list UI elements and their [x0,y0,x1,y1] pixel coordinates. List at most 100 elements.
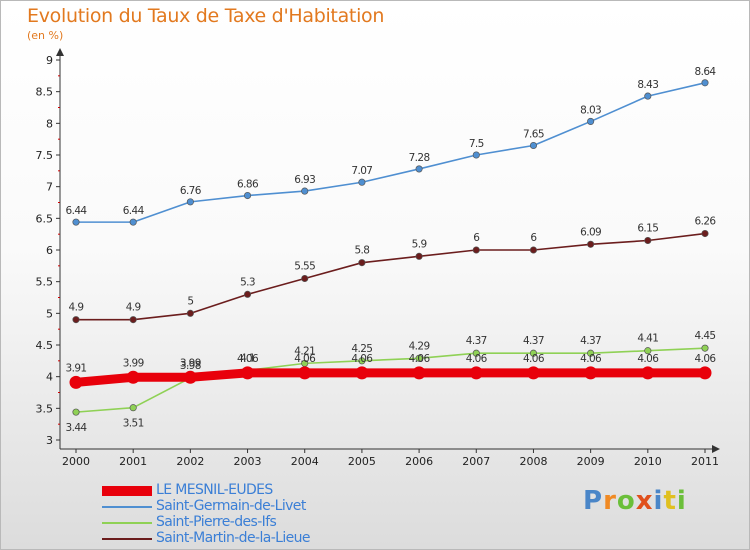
data-point [72,218,80,226]
data-point [183,370,197,384]
data-label: 4.9 [69,302,84,314]
data-point [72,316,80,324]
data-label: 6.93 [294,174,315,186]
data-label: 4.37 [466,335,487,347]
data-label: 6.15 [637,223,658,235]
data-point [129,218,137,226]
data-point [472,151,480,159]
data-point [358,259,366,267]
series-line-1 [75,82,706,223]
data-label: 4.06 [409,353,431,365]
legend-label: Saint-Pierre-des-Ifs [156,514,277,530]
y-tick-label: 6.5 [36,212,54,225]
data-point [644,236,652,245]
brand-letter: r [603,486,617,516]
data-point [701,229,709,238]
data-label: 3.99 [180,357,201,369]
data-point [129,316,137,324]
legend-swatch [102,538,152,540]
x-tick-label: 2004 [291,455,319,468]
brand-letter: o [616,486,636,516]
data-label: 7.07 [351,165,372,177]
legend-label: Saint-Germain-de-Livet [156,498,306,514]
data-point [644,92,652,100]
y-tick-label: 3 [46,434,53,447]
data-label: 4.25 [351,343,372,355]
data-label: 7.65 [523,129,544,141]
data-point [472,246,480,254]
data-label: 5.55 [294,261,315,273]
y-axis-arrow [56,48,64,56]
data-point [587,240,595,248]
y-tick-label: 7.5 [36,149,54,162]
data-label: 5.8 [354,245,369,257]
legend-swatch [102,522,152,524]
data-label: 6 [530,232,537,244]
data-point [698,366,712,380]
x-tick-label: 2001 [119,455,147,468]
data-label: 4.06 [237,353,259,365]
y-tick-label: 6 [46,244,53,257]
data-point [126,370,140,384]
data-point [529,349,538,357]
brand-letter: i [653,486,664,516]
data-label: 4.06 [351,353,373,365]
data-label: 3.98 [180,360,201,372]
data-label: 5.3 [240,276,255,288]
series-line-0 [71,368,710,387]
data-label: 4.06 [637,353,659,365]
data-point [358,357,366,365]
chart-title: Evolution du Taux de Taxe d'Habitation [27,5,385,27]
data-label: 4.21 [294,345,315,357]
brand-letter: i [676,486,687,516]
data-label: 4.37 [523,335,544,347]
legend-swatch [102,486,152,496]
series-line-3 [75,232,706,321]
y-tick-label: 5.5 [36,276,54,289]
x-tick-label: 2011 [691,455,719,468]
data-label: 6.44 [123,205,145,217]
data-label: 3.91 [66,362,87,374]
data-point [641,366,655,380]
data-label: 3.51 [123,418,144,430]
y-tick-label: 8 [46,117,53,130]
data-point [301,187,309,195]
data-label: 4.06 [695,353,717,365]
data-point [298,366,312,380]
data-point [415,354,423,362]
data-point [69,375,83,389]
data-label: 4.37 [580,335,601,347]
data-label: 4.06 [580,353,602,365]
y-tick-label: 8.5 [36,86,54,99]
data-label: 5.9 [412,238,427,250]
x-tick-label: 2000 [62,455,90,468]
data-point [469,366,483,380]
data-point [701,344,709,352]
data-point [587,349,595,357]
data-label: 4.1 [240,352,255,364]
brand-letter: t [663,486,677,516]
data-label: 6.09 [580,226,601,238]
data-point [301,274,309,283]
data-label: 4.45 [695,330,716,342]
brand-letter: x [635,486,654,516]
data-point [241,366,255,380]
data-label: 5 [187,295,193,307]
data-point [587,117,595,125]
data-point [584,366,598,380]
legend-swatch [102,506,152,508]
y-tick-label: 4.5 [36,339,54,352]
data-point [186,198,194,206]
data-label: 6.86 [237,179,259,191]
chart-unit: (en %) [27,29,64,42]
brand-letter: P [583,486,604,516]
data-point [526,366,540,380]
data-point [355,366,369,380]
data-label: 6.76 [180,185,202,197]
data-point [358,178,366,186]
legend-label: LE MESNIL-EUDES [156,482,273,498]
data-point [644,347,652,355]
data-point [412,366,426,380]
